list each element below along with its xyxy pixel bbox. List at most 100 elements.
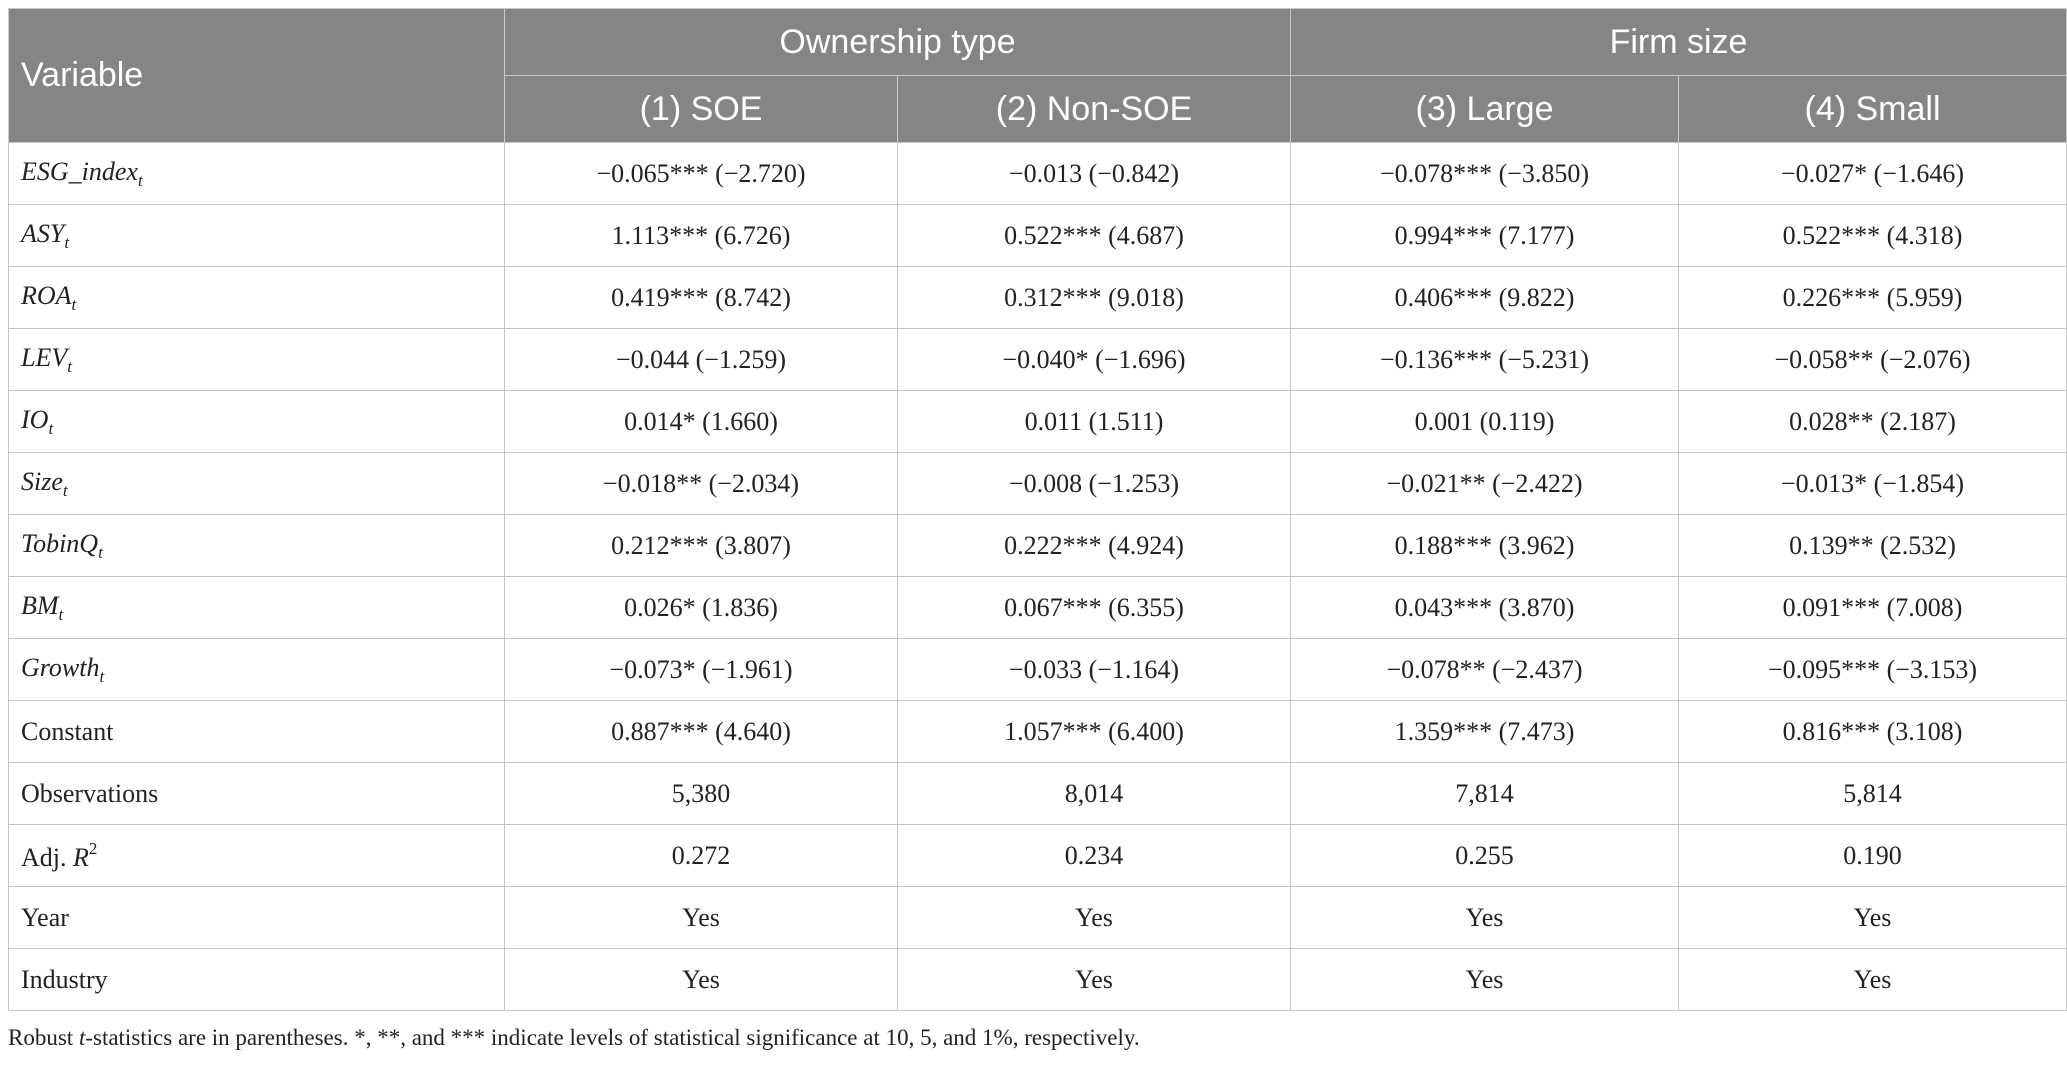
variable-name: TobinQ bbox=[21, 528, 99, 558]
table-cell: 0.312*** (9.018) bbox=[896, 266, 1292, 329]
row-variable-label: ROAt bbox=[8, 266, 505, 329]
table-cell: 0.028** (2.187) bbox=[1678, 390, 2067, 453]
table-cell: 1.057*** (6.400) bbox=[896, 700, 1292, 763]
table-cell: −0.078** (−2.437) bbox=[1290, 638, 1680, 701]
table-cell: 0.014* (1.660) bbox=[504, 390, 898, 453]
table-cell: −0.008 (−1.253) bbox=[896, 452, 1292, 515]
row-variable-label: ESG_indext bbox=[8, 142, 505, 205]
table-cell: 0.222*** (4.924) bbox=[896, 514, 1292, 577]
table-row: ASYt 1.113*** (6.726) 0.522*** (4.687) 0.99… bbox=[8, 204, 2067, 267]
table-cell: −0.018** (−2.034) bbox=[504, 452, 898, 515]
table-cell: −0.013 (−0.842) bbox=[896, 142, 1292, 205]
regression-table-container: Variable Ownership type Firm size (1) SO… bbox=[8, 8, 2067, 1011]
variable-name: ESG_index bbox=[21, 156, 138, 186]
table-row: IOt 0.014* (1.660) 0.011 (1.511) 0.001 (0.1… bbox=[8, 390, 2067, 453]
table-cell: 0.406*** (9.822) bbox=[1290, 266, 1680, 329]
table-cell: 0.522*** (4.318) bbox=[1678, 204, 2067, 267]
table-cell: 0.067*** (6.355) bbox=[896, 576, 1292, 639]
table-row: Constant 0.887*** (4.640) 1.057*** (6.400)… bbox=[8, 700, 2067, 763]
regression-table: Variable Ownership type Firm size (1) SO… bbox=[8, 8, 2067, 1011]
variable-superscript: 2 bbox=[88, 838, 98, 858]
table-cell: Yes bbox=[896, 886, 1292, 949]
variable-subscript: t bbox=[137, 170, 143, 190]
row-variable-label: Sizet bbox=[8, 452, 505, 515]
table-row: Industry Yes Yes Yes Yes bbox=[8, 948, 2067, 1011]
variable-name: Growth bbox=[21, 652, 100, 682]
table-cell: 0.001 (0.119) bbox=[1290, 390, 1680, 453]
variable-subscript: t bbox=[62, 480, 68, 500]
variable-name: Size bbox=[21, 466, 63, 496]
table-row: Adj. R2 0.272 0.234 0.255 0.190 bbox=[8, 824, 2067, 887]
table-cell: 1.359*** (7.473) bbox=[1290, 700, 1680, 763]
table-cell: Yes bbox=[1678, 886, 2067, 949]
row-variable-label: Adj. R2 bbox=[8, 824, 505, 887]
table-cell: 0.043*** (3.870) bbox=[1290, 576, 1680, 639]
table-cell: Yes bbox=[1678, 948, 2067, 1011]
group-header-firm-size: Firm size bbox=[1290, 8, 2067, 76]
variable-header: Variable bbox=[8, 8, 505, 143]
table-cell: Yes bbox=[504, 948, 898, 1011]
table-cell: 0.255 bbox=[1290, 824, 1680, 887]
table-cell: Yes bbox=[1290, 886, 1680, 949]
row-variable-label: LEVt bbox=[8, 328, 505, 391]
variable-subscript: t bbox=[67, 356, 72, 376]
table-cell: 5,380 bbox=[504, 762, 898, 825]
table-cell: −0.136*** (−5.231) bbox=[1290, 328, 1680, 391]
table-cell: 0.419*** (8.742) bbox=[504, 266, 898, 329]
table-cell: 0.887*** (4.640) bbox=[504, 700, 898, 763]
variable-subscript: t bbox=[48, 418, 54, 438]
variable-name: LEV bbox=[21, 342, 68, 372]
table-cell: 0.212*** (3.807) bbox=[504, 514, 898, 577]
variable-subscript: t bbox=[99, 666, 105, 686]
variable-name: IO bbox=[21, 404, 49, 434]
table-cell: 0.011 (1.511) bbox=[896, 390, 1292, 453]
column-header-non-soe: (2) Non-SOE bbox=[896, 75, 1292, 143]
table-cell: 7,814 bbox=[1290, 762, 1680, 825]
variable-name: BM bbox=[21, 590, 59, 620]
row-variable-label: ASYt bbox=[8, 204, 505, 267]
table-cell: 0.139** (2.532) bbox=[1678, 514, 2067, 577]
row-variable-label: IOt bbox=[8, 390, 505, 453]
table-cell: 0.994*** (7.177) bbox=[1290, 204, 1680, 267]
table-cell: 1.113*** (6.726) bbox=[504, 204, 898, 267]
variable-subscript: t bbox=[98, 542, 103, 562]
table-cell: −0.065*** (−2.720) bbox=[504, 142, 898, 205]
row-variable-label: Year bbox=[8, 886, 505, 949]
column-header-soe: (1) SOE bbox=[504, 75, 898, 143]
table-cell: 0.026* (1.836) bbox=[504, 576, 898, 639]
footnote-text-start: Robust bbox=[8, 1025, 79, 1050]
column-header-large: (3) Large bbox=[1290, 75, 1680, 143]
table-row: TobinQt 0.212*** (3.807) 0.222*** (4.924) 0… bbox=[8, 514, 2067, 577]
table-cell: 0.234 bbox=[896, 824, 1292, 887]
table-cell: Yes bbox=[1290, 948, 1680, 1011]
table-cell: 0.188*** (3.962) bbox=[1290, 514, 1680, 577]
table-body: ESG_indext −0.065*** (−2.720) −0.013 (−0.8… bbox=[8, 142, 2067, 1011]
table-cell: −0.058** (−2.076) bbox=[1678, 328, 2067, 391]
variable-name: Constant bbox=[21, 716, 114, 746]
table-row: Observations 5,380 8,014 7,814 5,814 bbox=[8, 762, 2067, 825]
table-cell: 0.190 bbox=[1678, 824, 2067, 887]
table-cell: 0.226*** (5.959) bbox=[1678, 266, 2067, 329]
variable-name: ROA bbox=[21, 280, 72, 310]
variable-name: Observations bbox=[21, 778, 159, 808]
table-cell: −0.078*** (−3.850) bbox=[1290, 142, 1680, 205]
table-cell: 5,814 bbox=[1678, 762, 2067, 825]
row-variable-label: Growtht bbox=[8, 638, 505, 701]
variable-italic-part: R bbox=[73, 842, 89, 872]
table-cell: 0.272 bbox=[504, 824, 898, 887]
table-cell: −0.040* (−1.696) bbox=[896, 328, 1292, 391]
table-cell: 0.091*** (7.008) bbox=[1678, 576, 2067, 639]
table-row: BMt 0.026* (1.836) 0.067*** (6.355) 0.043**… bbox=[8, 576, 2067, 639]
group-header-ownership: Ownership type bbox=[503, 8, 1292, 76]
table-footnote: Robust t-statistics are in parentheses. … bbox=[8, 1025, 1140, 1051]
row-variable-label: Industry bbox=[8, 948, 505, 1011]
row-variable-label: Observations bbox=[8, 762, 505, 825]
column-header-small: (4) Small bbox=[1678, 75, 2067, 143]
table-row: Sizet −0.018** (−2.034) −0.008 (−1.253) −0.… bbox=[8, 452, 2067, 515]
variable-subscript: t bbox=[58, 604, 64, 624]
table-cell: −0.073* (−1.961) bbox=[504, 638, 898, 701]
table-cell: 8,014 bbox=[896, 762, 1292, 825]
table-cell: 0.522*** (4.687) bbox=[896, 204, 1292, 267]
table-cell: Yes bbox=[504, 886, 898, 949]
table-row: Growtht −0.073* (−1.961) −0.033 (−1.164) −0… bbox=[8, 638, 2067, 701]
